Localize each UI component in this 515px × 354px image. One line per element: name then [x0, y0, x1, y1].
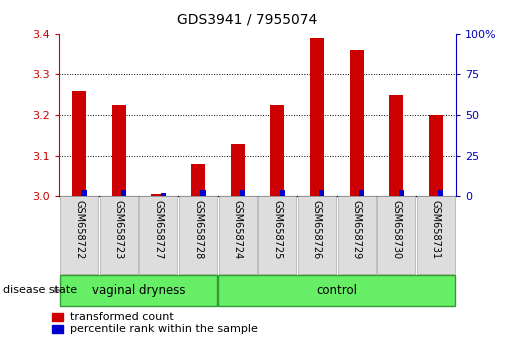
Bar [259, 196, 296, 274]
Bar [270, 105, 284, 196]
Bar [140, 196, 177, 274]
Bar [200, 190, 205, 196]
Text: GSM658731: GSM658731 [431, 200, 441, 259]
Text: GSM658724: GSM658724 [233, 200, 243, 259]
Text: disease state: disease state [3, 285, 77, 295]
Bar [161, 193, 166, 196]
Bar [389, 95, 403, 196]
Bar [377, 196, 415, 274]
Bar [240, 190, 245, 196]
Bar [280, 190, 285, 196]
Bar [298, 196, 336, 274]
Bar [52, 313, 63, 321]
Bar [399, 190, 404, 196]
Text: GDS3941 / 7955074: GDS3941 / 7955074 [177, 12, 317, 27]
Text: GSM658730: GSM658730 [391, 200, 401, 259]
Bar [219, 196, 256, 274]
Text: GSM658728: GSM658728 [193, 200, 203, 259]
Bar [218, 275, 455, 306]
Text: GSM658725: GSM658725 [272, 200, 282, 259]
Bar [72, 91, 86, 196]
Text: transformed count: transformed count [70, 312, 173, 322]
Text: vaginal dryness: vaginal dryness [92, 284, 185, 297]
Bar [60, 275, 217, 306]
Bar [350, 50, 364, 196]
Bar [338, 196, 375, 274]
Text: percentile rank within the sample: percentile rank within the sample [70, 324, 258, 334]
Bar [429, 115, 443, 196]
Bar [438, 190, 443, 196]
Text: control: control [316, 284, 357, 297]
Bar [121, 190, 126, 196]
Bar [60, 196, 98, 274]
Bar [100, 196, 138, 274]
Bar [417, 196, 455, 274]
Text: GSM658726: GSM658726 [312, 200, 322, 259]
Bar [191, 164, 205, 196]
Bar [112, 105, 126, 196]
Bar [52, 325, 63, 333]
Text: GSM658727: GSM658727 [153, 200, 163, 259]
Bar [310, 38, 324, 196]
Text: GSM658723: GSM658723 [114, 200, 124, 259]
Bar [81, 190, 87, 196]
Bar [151, 194, 165, 196]
Text: GSM658729: GSM658729 [352, 200, 362, 259]
Bar [319, 190, 324, 196]
Bar [359, 190, 364, 196]
Text: GSM658722: GSM658722 [74, 200, 84, 259]
Bar [179, 196, 217, 274]
Bar [231, 144, 245, 196]
